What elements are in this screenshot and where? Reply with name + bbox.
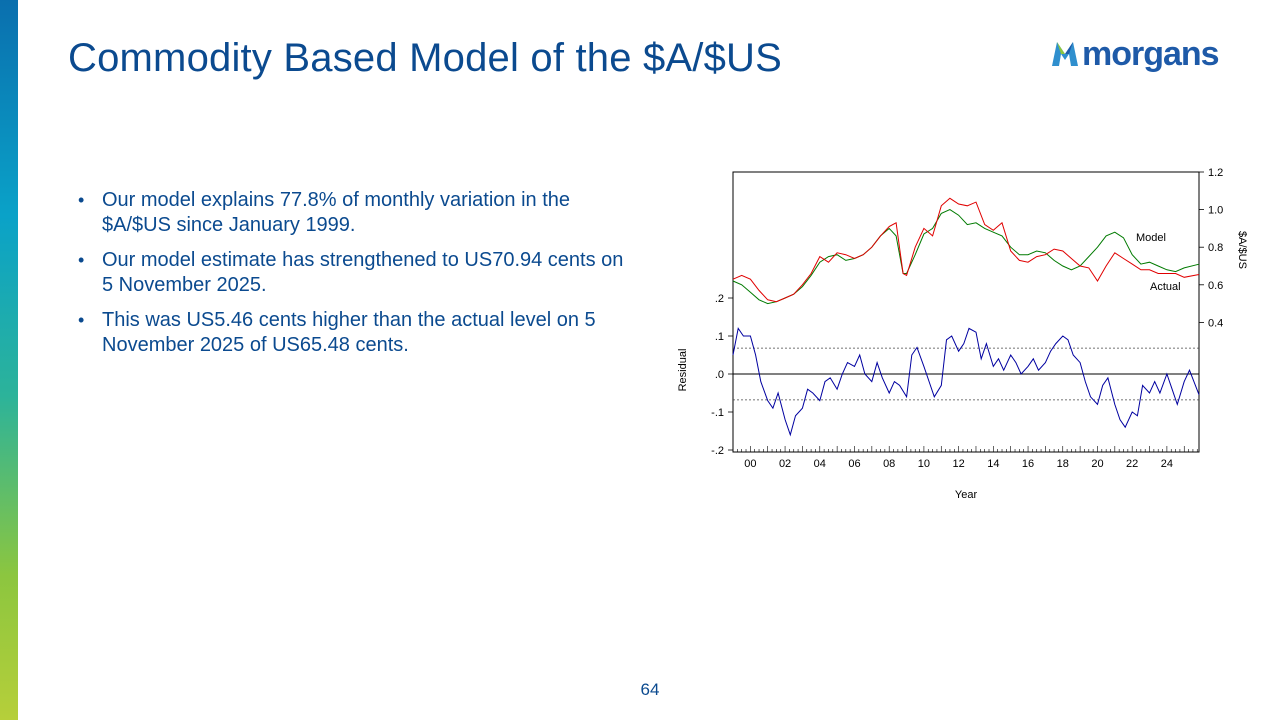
slide-title: Commodity Based Model of the $A/$US (68, 36, 783, 80)
bullet-dot-icon: • (78, 310, 85, 330)
x-tick-label: 18 (1057, 458, 1069, 470)
upper-y-tick-label: 0.4 (1208, 317, 1223, 329)
lower-y-tick-label: .0 (715, 369, 724, 381)
logo-text: morgans (1082, 35, 1220, 73)
plot-frame (732, 171, 1200, 453)
x-tick-label: 20 (1091, 458, 1103, 470)
x-tick-label: 08 (883, 458, 895, 470)
bullet-dot-icon: • (78, 250, 85, 270)
series-label-actual: Actual (1150, 281, 1181, 293)
bullet-dot-icon: • (78, 190, 85, 210)
lower-y-tick-label: -.1 (711, 407, 724, 419)
series-label-model: Model (1136, 232, 1166, 244)
x-tick-label: 04 (814, 458, 826, 470)
decorative-side-bar (0, 0, 18, 720)
x-tick-label: 24 (1161, 458, 1173, 470)
bullet-text: Our model explains 77.8% of monthly vari… (102, 189, 571, 236)
x-axis-title: Year (955, 489, 978, 501)
x-tick-label: 12 (952, 458, 964, 470)
bullet-list: • Our model explains 77.8% of monthly var… (76, 188, 636, 368)
x-tick-label: 10 (918, 458, 930, 470)
bullet-text: This was US5.46 cents higher than the ac… (102, 309, 596, 356)
x-tick-label: 14 (987, 458, 999, 470)
lower-y-axis-title: Residual (677, 349, 689, 392)
upper-y-tick-label: 1.2 (1208, 167, 1223, 179)
x-tick-label: 06 (848, 458, 860, 470)
upper-y-tick-label: 0.8 (1208, 242, 1223, 254)
x-tick-label: 22 (1126, 458, 1138, 470)
bullet-text: Our model estimate has strengthened to U… (102, 249, 624, 296)
bullet-item: • This was US5.46 cents higher than the a… (76, 308, 636, 358)
x-tick-label: 02 (779, 458, 791, 470)
commodity-model-chart: 00 02 04 06 08 10 12 14 16 18 20 22 24 Year 0.4 0.6 0.8 1… (677, 167, 1248, 501)
page-number: 64 (640, 680, 660, 699)
lower-y-tick-label: .2 (715, 293, 724, 305)
upper-y-axis-title: $A/$US (1236, 231, 1248, 269)
series-line-residual (732, 327, 1200, 437)
bullet-item: • Our model estimate has strengthened to … (76, 248, 636, 298)
upper-y-tick-label: 1.0 (1208, 205, 1223, 217)
upper-y-tick-label: 0.6 (1208, 280, 1223, 292)
lower-y-tick-label: -.2 (711, 445, 724, 457)
logo-mark-icon (1052, 42, 1078, 66)
x-tick-label: 16 (1022, 458, 1034, 470)
x-tick-label: 00 (744, 458, 756, 470)
series-line-model (732, 209, 1200, 305)
bullet-item: • Our model explains 77.8% of monthly var… (76, 188, 636, 238)
lower-y-tick-label: .1 (715, 331, 724, 343)
morgans-logo: morgans (1050, 34, 1220, 74)
series-line-actual (732, 197, 1200, 303)
